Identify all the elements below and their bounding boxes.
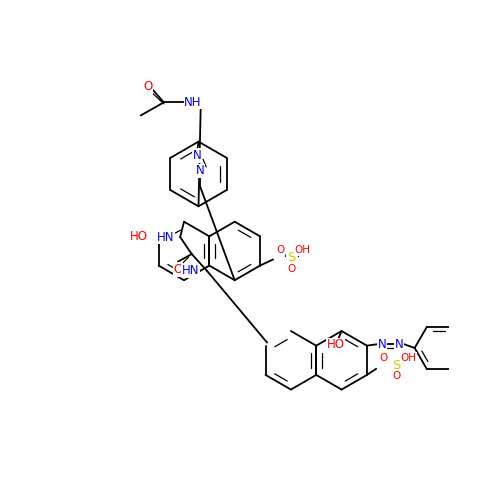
Text: O: O — [288, 264, 296, 274]
Text: NH: NH — [184, 96, 202, 109]
Text: O: O — [380, 353, 388, 363]
Text: O: O — [276, 245, 285, 255]
Text: HO: HO — [130, 230, 148, 243]
Text: OH: OH — [294, 245, 310, 255]
Text: N: N — [378, 338, 386, 350]
Text: HN: HN — [182, 264, 200, 278]
Text: N: N — [192, 149, 202, 162]
Text: N: N — [196, 164, 204, 177]
Text: O: O — [392, 372, 400, 382]
Text: OH: OH — [400, 353, 416, 363]
Text: S: S — [392, 359, 400, 372]
Text: HN: HN — [156, 230, 174, 243]
Text: HO: HO — [326, 338, 344, 351]
Text: O: O — [173, 263, 182, 276]
Text: O: O — [143, 80, 152, 94]
Text: N: N — [395, 338, 404, 350]
Text: S: S — [288, 252, 296, 264]
